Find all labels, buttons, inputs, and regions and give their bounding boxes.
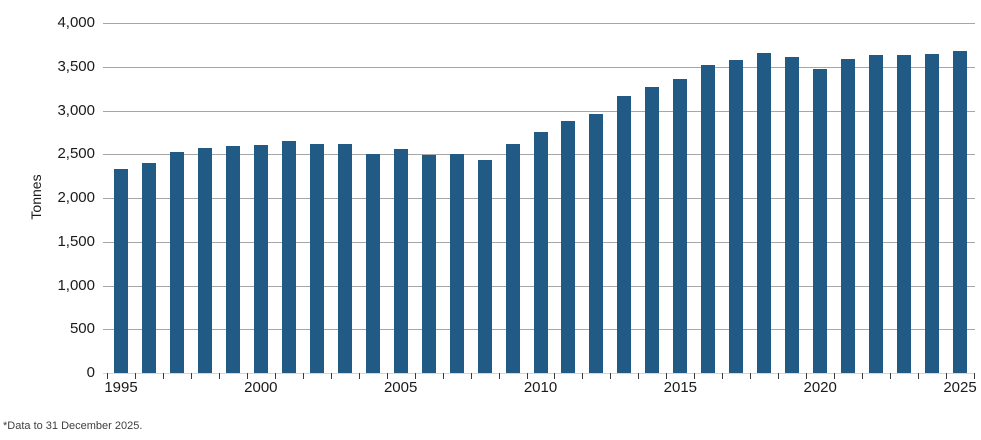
x-axis-tick [498,373,500,379]
x-axis-tick [806,373,808,379]
bar-2013 [617,95,632,373]
plot-area [103,23,975,379]
x-axis-tick [190,373,192,379]
y-axis-tick-label-1,000: 1,000 [57,276,95,294]
x-axis-tick [358,373,360,379]
x-axis-tick [470,373,472,379]
gridline-4000 [103,23,975,24]
bar-2019 [785,57,800,373]
bar-2000 [253,144,268,373]
x-axis-tick [386,373,388,379]
x-axis-tick [750,373,752,379]
bar-2014 [645,86,660,373]
x-axis-tick [302,373,304,379]
y-axis-tick-label-2,000: 2,000 [57,189,95,206]
x-axis-tick [526,373,528,379]
bar-2025 [953,51,967,373]
x-axis-tick [834,373,836,379]
x-axis-tick [330,373,332,379]
x-axis-tick [610,373,612,379]
bar-1995 [114,169,128,373]
x-axis-line [103,373,975,374]
bar-2012 [589,114,604,373]
bar-2010 [533,132,548,373]
x-axis-tick [973,373,975,379]
bar-2011 [561,121,576,373]
x-axis-tick [666,373,668,379]
x-axis-tick-label-2020: 2020 [803,379,837,396]
y-axis-tick-label-2,500: 2,500 [57,145,95,163]
gridline-3500 [103,66,975,68]
y-axis-tick-label-3,000: 3,000 [57,101,95,119]
x-axis-tick-label-2010: 2010 [523,379,558,396]
bar-2023 [897,54,912,373]
bar-2016 [701,65,716,373]
bar-2008 [477,160,492,373]
x-axis-tick [134,373,136,379]
bar-2024 [925,53,940,373]
y-axis-tick-label-500: 500 [69,320,95,338]
x-axis-tick-label-2005: 2005 [383,379,418,396]
x-axis-tick-label-2015: 2015 [663,379,698,396]
x-axis-tick [582,373,584,379]
x-axis-tick [694,373,696,379]
bar-1997 [169,151,184,373]
bar-2005 [393,149,408,373]
x-axis-tick [274,373,276,379]
gridline-3000 [103,110,975,112]
y-axis-tick-label-4,000: 4,000 [57,14,95,31]
bar-2006 [421,155,436,373]
x-axis-tick [554,373,556,379]
bar-2018 [757,52,772,373]
x-axis-tick [638,373,640,379]
x-axis-tick [246,373,248,379]
x-axis-tick [442,373,444,379]
x-axis-tick [946,373,948,379]
x-axis-tick [414,373,416,379]
x-axis-tick [218,373,220,379]
y-axis-tick-label-3,500: 3,500 [57,57,95,75]
bar-2001 [281,141,296,373]
x-axis-tick [778,373,780,379]
bar-2017 [729,59,744,373]
x-axis-tick-label-2025: 2025 [943,379,977,396]
bar-2002 [309,143,324,373]
bar-2015 [673,79,688,373]
y-axis-tick-label-0: 0 [86,364,95,381]
x-axis-tick [890,373,892,379]
bar-2021 [841,58,856,373]
bar-2004 [365,154,380,373]
bar-2022 [869,54,884,373]
x-axis-tick-label-1995: 1995 [104,379,138,396]
bar-2009 [505,143,520,373]
x-axis-tick [107,373,109,379]
bar-2003 [337,143,352,373]
bar-1999 [225,145,240,373]
bar-2020 [813,68,828,373]
bar-1998 [197,148,212,373]
x-axis-tick [722,373,724,379]
x-axis-tick-label-2000: 2000 [244,379,278,396]
x-axis-tick [918,373,920,379]
x-axis-tick [862,373,864,379]
footnote: *Data to 31 December 2025. [3,420,143,432]
bar-1996 [141,163,156,373]
bar-2007 [449,154,464,373]
y-axis-tick-label-1,500: 1,500 [57,232,95,250]
x-axis-tick [162,373,164,379]
